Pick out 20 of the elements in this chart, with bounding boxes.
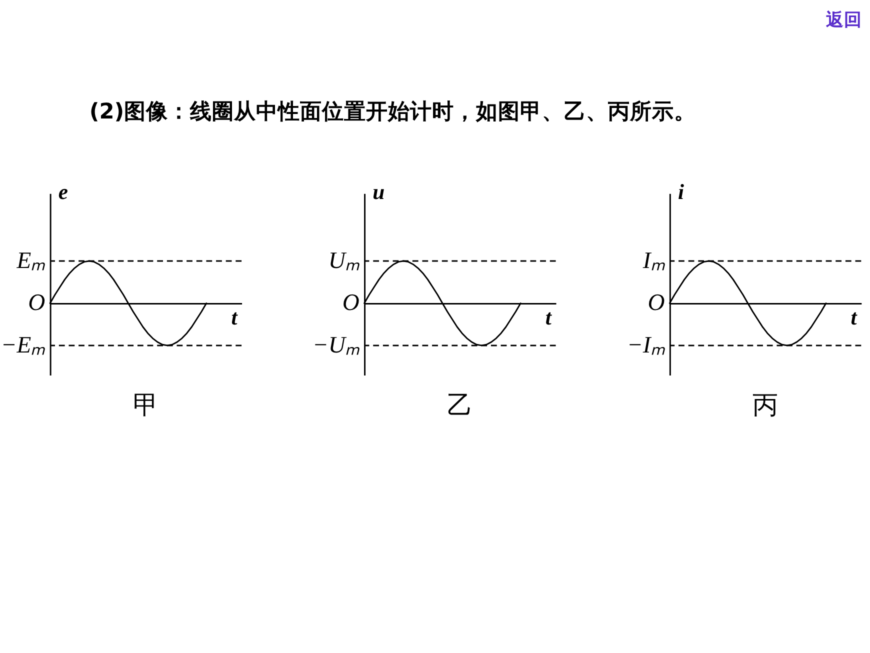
x-axis-title: t — [850, 305, 858, 330]
ref-line-label: Eₘ — [16, 248, 46, 274]
y-axis-title: e — [58, 180, 68, 204]
text: 乙 — [447, 390, 474, 420]
text: 返回 — [824, 9, 862, 30]
x-axis-title: t — [231, 305, 238, 330]
text: (2)图像：线圈从中性面位置开始计时，如图甲、乙、丙所示。 — [89, 100, 696, 125]
y-axis-title: u — [372, 180, 385, 204]
y-axis-title: i — [678, 180, 684, 204]
ref-line-label: −Eₘ — [0, 332, 46, 358]
text: O — [342, 290, 360, 316]
ref-line-label: Uₘ — [328, 248, 360, 274]
text: O — [648, 290, 665, 316]
text: O — [28, 290, 46, 316]
ref-line-label: −Uₘ — [312, 332, 360, 358]
text: 甲 — [132, 390, 159, 420]
x-axis-title: t — [545, 305, 552, 330]
ref-line-label: Iₘ — [642, 248, 666, 274]
text: 丙 — [752, 390, 778, 420]
ref-line-label: −Iₘ — [627, 332, 666, 358]
